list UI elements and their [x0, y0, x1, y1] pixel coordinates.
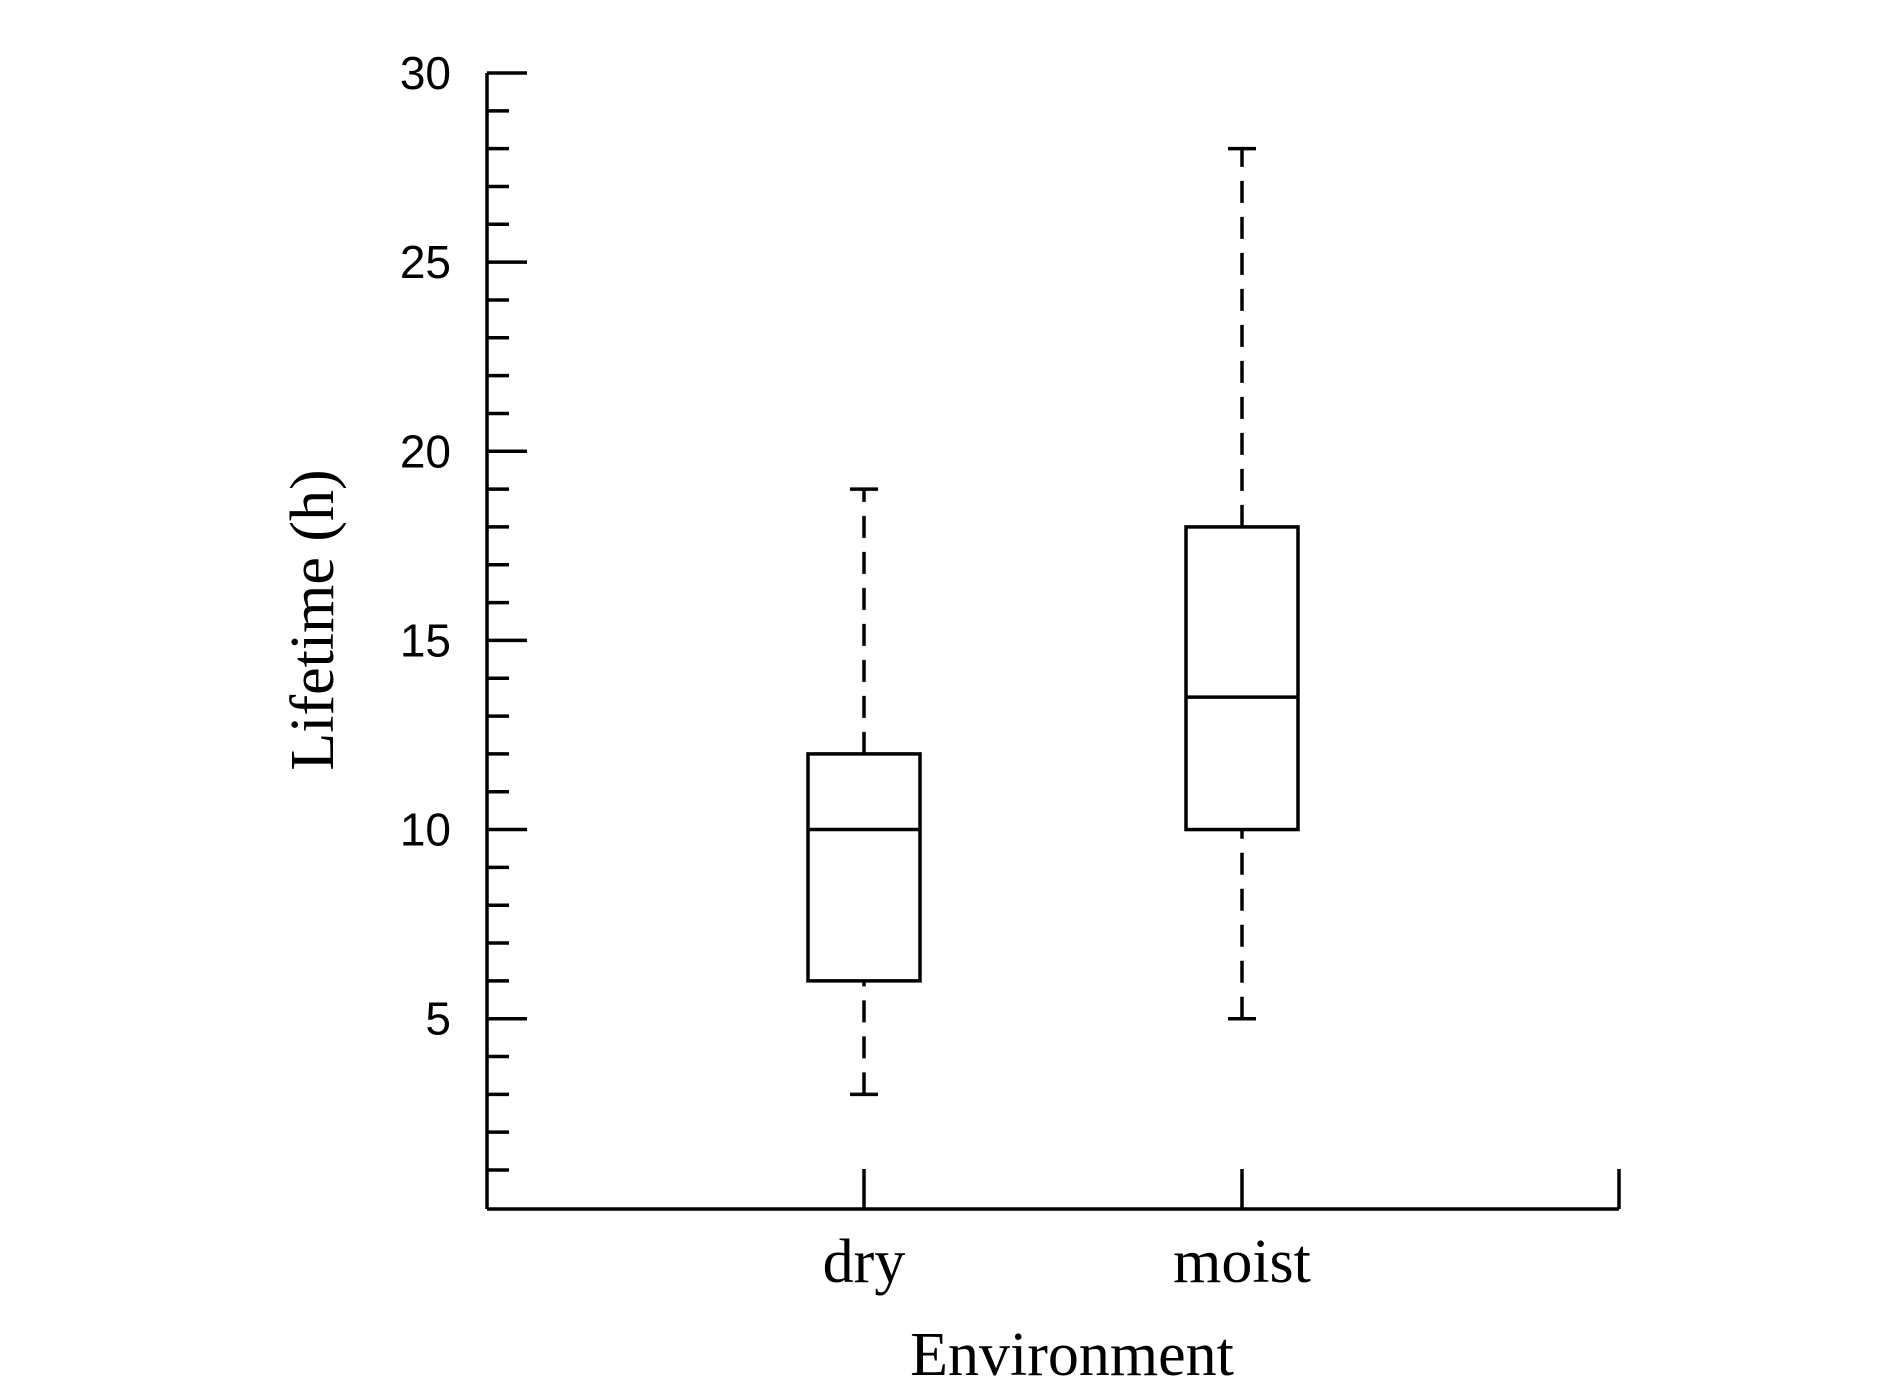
x-tick-label-dry: dry	[823, 1228, 906, 1296]
boxes	[806, 146, 1300, 1097]
y-tick-label: 25	[400, 236, 451, 288]
box-moist	[1184, 146, 1300, 1021]
y-tick-label: 15	[400, 614, 451, 666]
iqr-box	[806, 752, 922, 983]
x-axis-title: Environment	[910, 1321, 1234, 1380]
y-tick-label: 5	[425, 993, 451, 1045]
y-axis-title: Lifetime (h)	[279, 469, 347, 770]
y-tick-label: 30	[400, 47, 451, 99]
axes	[485, 73, 1621, 1211]
x-tick-label-moist: moist	[1173, 1228, 1311, 1296]
x-axis-ticks: dry moist	[823, 1169, 1311, 1296]
y-axis-ticks: 5 10 15 20 25 30	[400, 47, 527, 1172]
box-dry	[806, 487, 922, 1097]
y-tick-label: 20	[400, 425, 451, 477]
y-tick-label: 10	[400, 804, 451, 856]
iqr-box	[1184, 525, 1300, 832]
